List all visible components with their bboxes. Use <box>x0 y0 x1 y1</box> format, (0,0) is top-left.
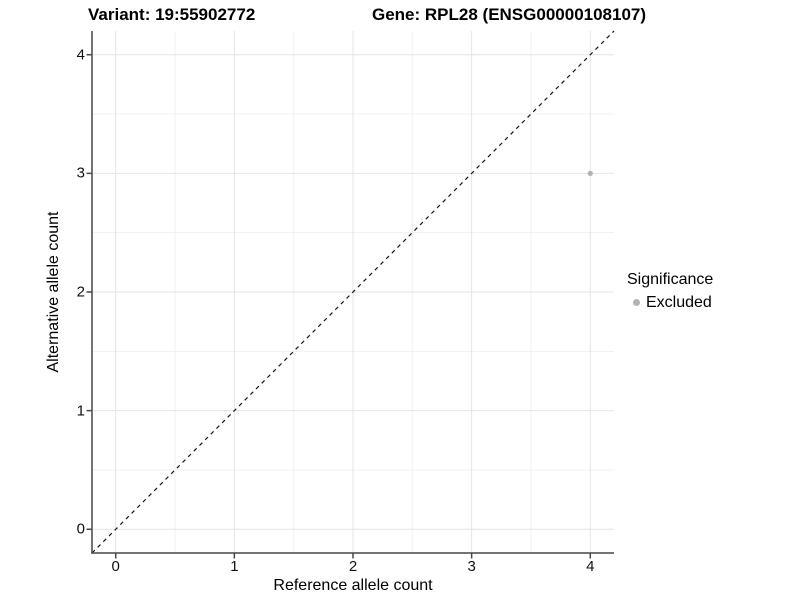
y-tick-label: 3 <box>76 164 85 182</box>
y-tick-label: 0 <box>76 520 85 538</box>
y-tick-label: 4 <box>76 46 85 64</box>
x-tick-label: 2 <box>348 558 358 575</box>
variant-title: Variant: 19:55902772 <box>88 5 256 24</box>
x-tick-label: 1 <box>230 558 239 575</box>
y-tick-label: 2 <box>76 283 85 301</box>
legend-point-swatch <box>633 299 640 306</box>
identity-line <box>91 30 615 554</box>
x-tick-label: 3 <box>467 558 476 575</box>
legend-entry-label: Excluded <box>646 294 712 311</box>
x-tick-label: 0 <box>111 558 120 575</box>
x-tick-label: 4 <box>586 558 595 575</box>
legend-entry: Excluded <box>627 293 713 312</box>
legend: Significance Excluded <box>627 271 713 312</box>
x-axis-title: Reference allele count <box>273 577 433 594</box>
gene-title: Gene: RPL28 (ENSG00000108107) <box>372 5 647 24</box>
data-point <box>587 170 593 176</box>
legend-title: Significance <box>627 271 714 288</box>
y-tick-label: 1 <box>76 402 85 420</box>
